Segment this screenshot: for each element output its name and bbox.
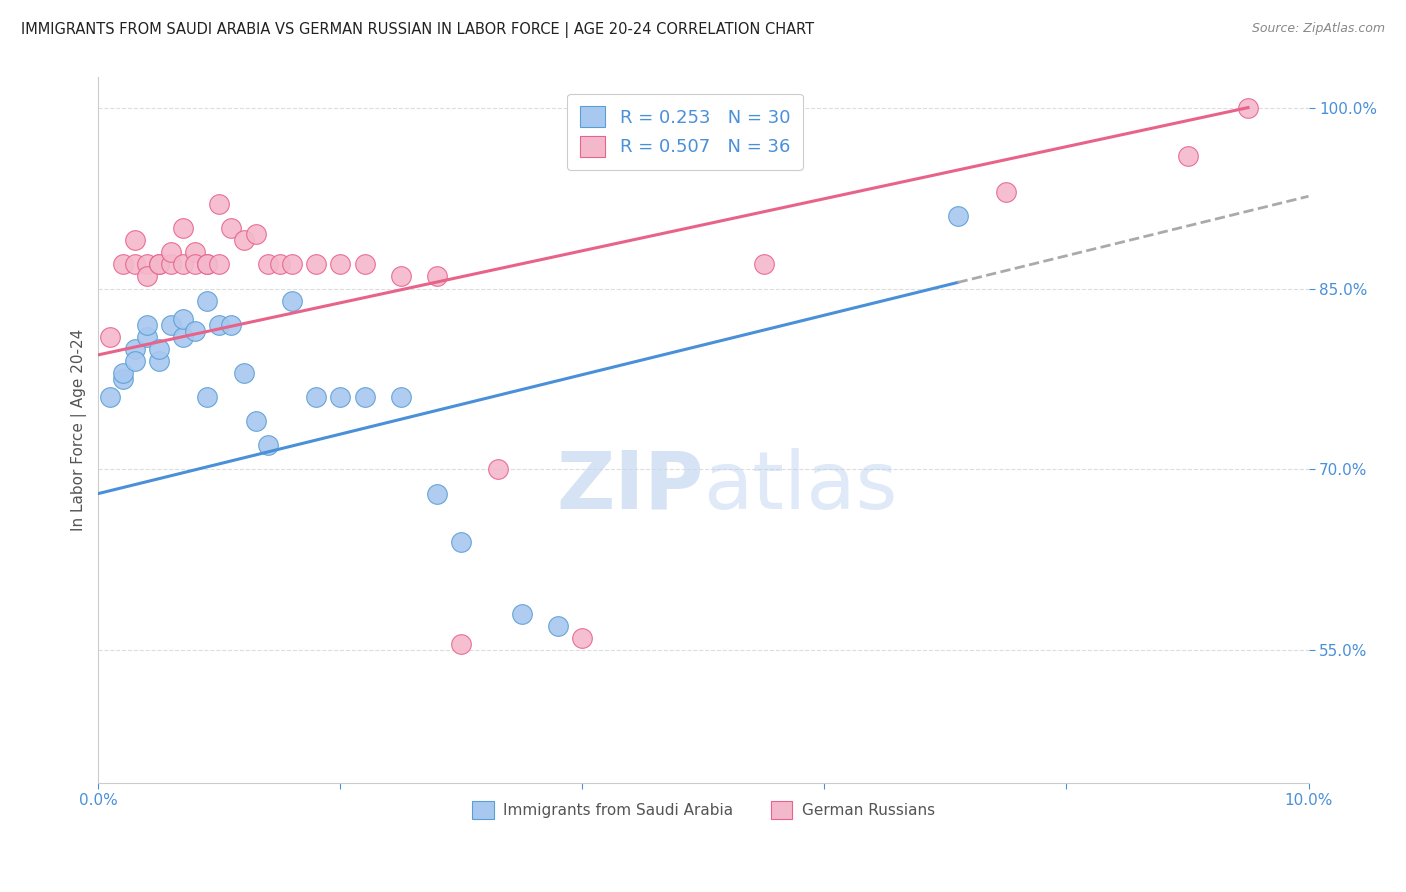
Point bbox=[160, 318, 183, 332]
Point bbox=[135, 269, 157, 284]
Text: ZIP: ZIP bbox=[557, 448, 703, 525]
Point bbox=[221, 221, 243, 235]
Point bbox=[135, 330, 157, 344]
Point bbox=[245, 414, 267, 428]
Point bbox=[111, 366, 134, 380]
Point bbox=[221, 318, 243, 332]
Point bbox=[124, 233, 146, 247]
Point bbox=[124, 342, 146, 356]
Point bbox=[172, 311, 194, 326]
Point bbox=[135, 257, 157, 271]
Point bbox=[208, 197, 231, 211]
Point bbox=[195, 390, 218, 404]
Point bbox=[281, 257, 304, 271]
Point bbox=[353, 257, 375, 271]
Point bbox=[208, 257, 231, 271]
Point bbox=[124, 354, 146, 368]
Point bbox=[160, 245, 183, 260]
Point bbox=[426, 486, 449, 500]
Point bbox=[946, 209, 969, 223]
Point bbox=[450, 637, 472, 651]
Point bbox=[148, 257, 170, 271]
Point bbox=[353, 390, 375, 404]
Point bbox=[148, 342, 170, 356]
Point bbox=[1237, 101, 1260, 115]
Point bbox=[195, 257, 218, 271]
Point bbox=[100, 390, 122, 404]
Point bbox=[184, 245, 207, 260]
Point bbox=[245, 227, 267, 242]
Point bbox=[208, 318, 231, 332]
Point bbox=[510, 607, 533, 622]
Point bbox=[256, 257, 278, 271]
Point bbox=[269, 257, 291, 271]
Point bbox=[195, 293, 218, 308]
Point bbox=[184, 324, 207, 338]
Text: Source: ZipAtlas.com: Source: ZipAtlas.com bbox=[1251, 22, 1385, 36]
Point bbox=[571, 632, 593, 646]
Point bbox=[232, 366, 254, 380]
Point bbox=[100, 330, 122, 344]
Legend: Immigrants from Saudi Arabia, German Russians: Immigrants from Saudi Arabia, German Rus… bbox=[465, 795, 941, 825]
Point bbox=[547, 619, 569, 633]
Point bbox=[305, 257, 328, 271]
Point bbox=[195, 257, 218, 271]
Point bbox=[172, 257, 194, 271]
Point bbox=[281, 293, 304, 308]
Point bbox=[426, 269, 449, 284]
Text: IMMIGRANTS FROM SAUDI ARABIA VS GERMAN RUSSIAN IN LABOR FORCE | AGE 20-24 CORREL: IMMIGRANTS FROM SAUDI ARABIA VS GERMAN R… bbox=[21, 22, 814, 38]
Text: atlas: atlas bbox=[703, 448, 898, 525]
Point bbox=[389, 390, 412, 404]
Point bbox=[124, 257, 146, 271]
Point bbox=[184, 257, 207, 271]
Point bbox=[111, 372, 134, 386]
Point bbox=[994, 185, 1017, 199]
Point bbox=[111, 257, 134, 271]
Point bbox=[1177, 149, 1199, 163]
Point bbox=[305, 390, 328, 404]
Point bbox=[172, 221, 194, 235]
Y-axis label: In Labor Force | Age 20-24: In Labor Force | Age 20-24 bbox=[72, 329, 87, 532]
Point bbox=[329, 257, 352, 271]
Point bbox=[148, 354, 170, 368]
Point bbox=[135, 318, 157, 332]
Point bbox=[148, 257, 170, 271]
Point bbox=[160, 257, 183, 271]
Point bbox=[329, 390, 352, 404]
Point bbox=[486, 462, 509, 476]
Point bbox=[752, 257, 775, 271]
Point bbox=[450, 534, 472, 549]
Point bbox=[256, 438, 278, 452]
Point bbox=[172, 330, 194, 344]
Point bbox=[232, 233, 254, 247]
Point bbox=[389, 269, 412, 284]
